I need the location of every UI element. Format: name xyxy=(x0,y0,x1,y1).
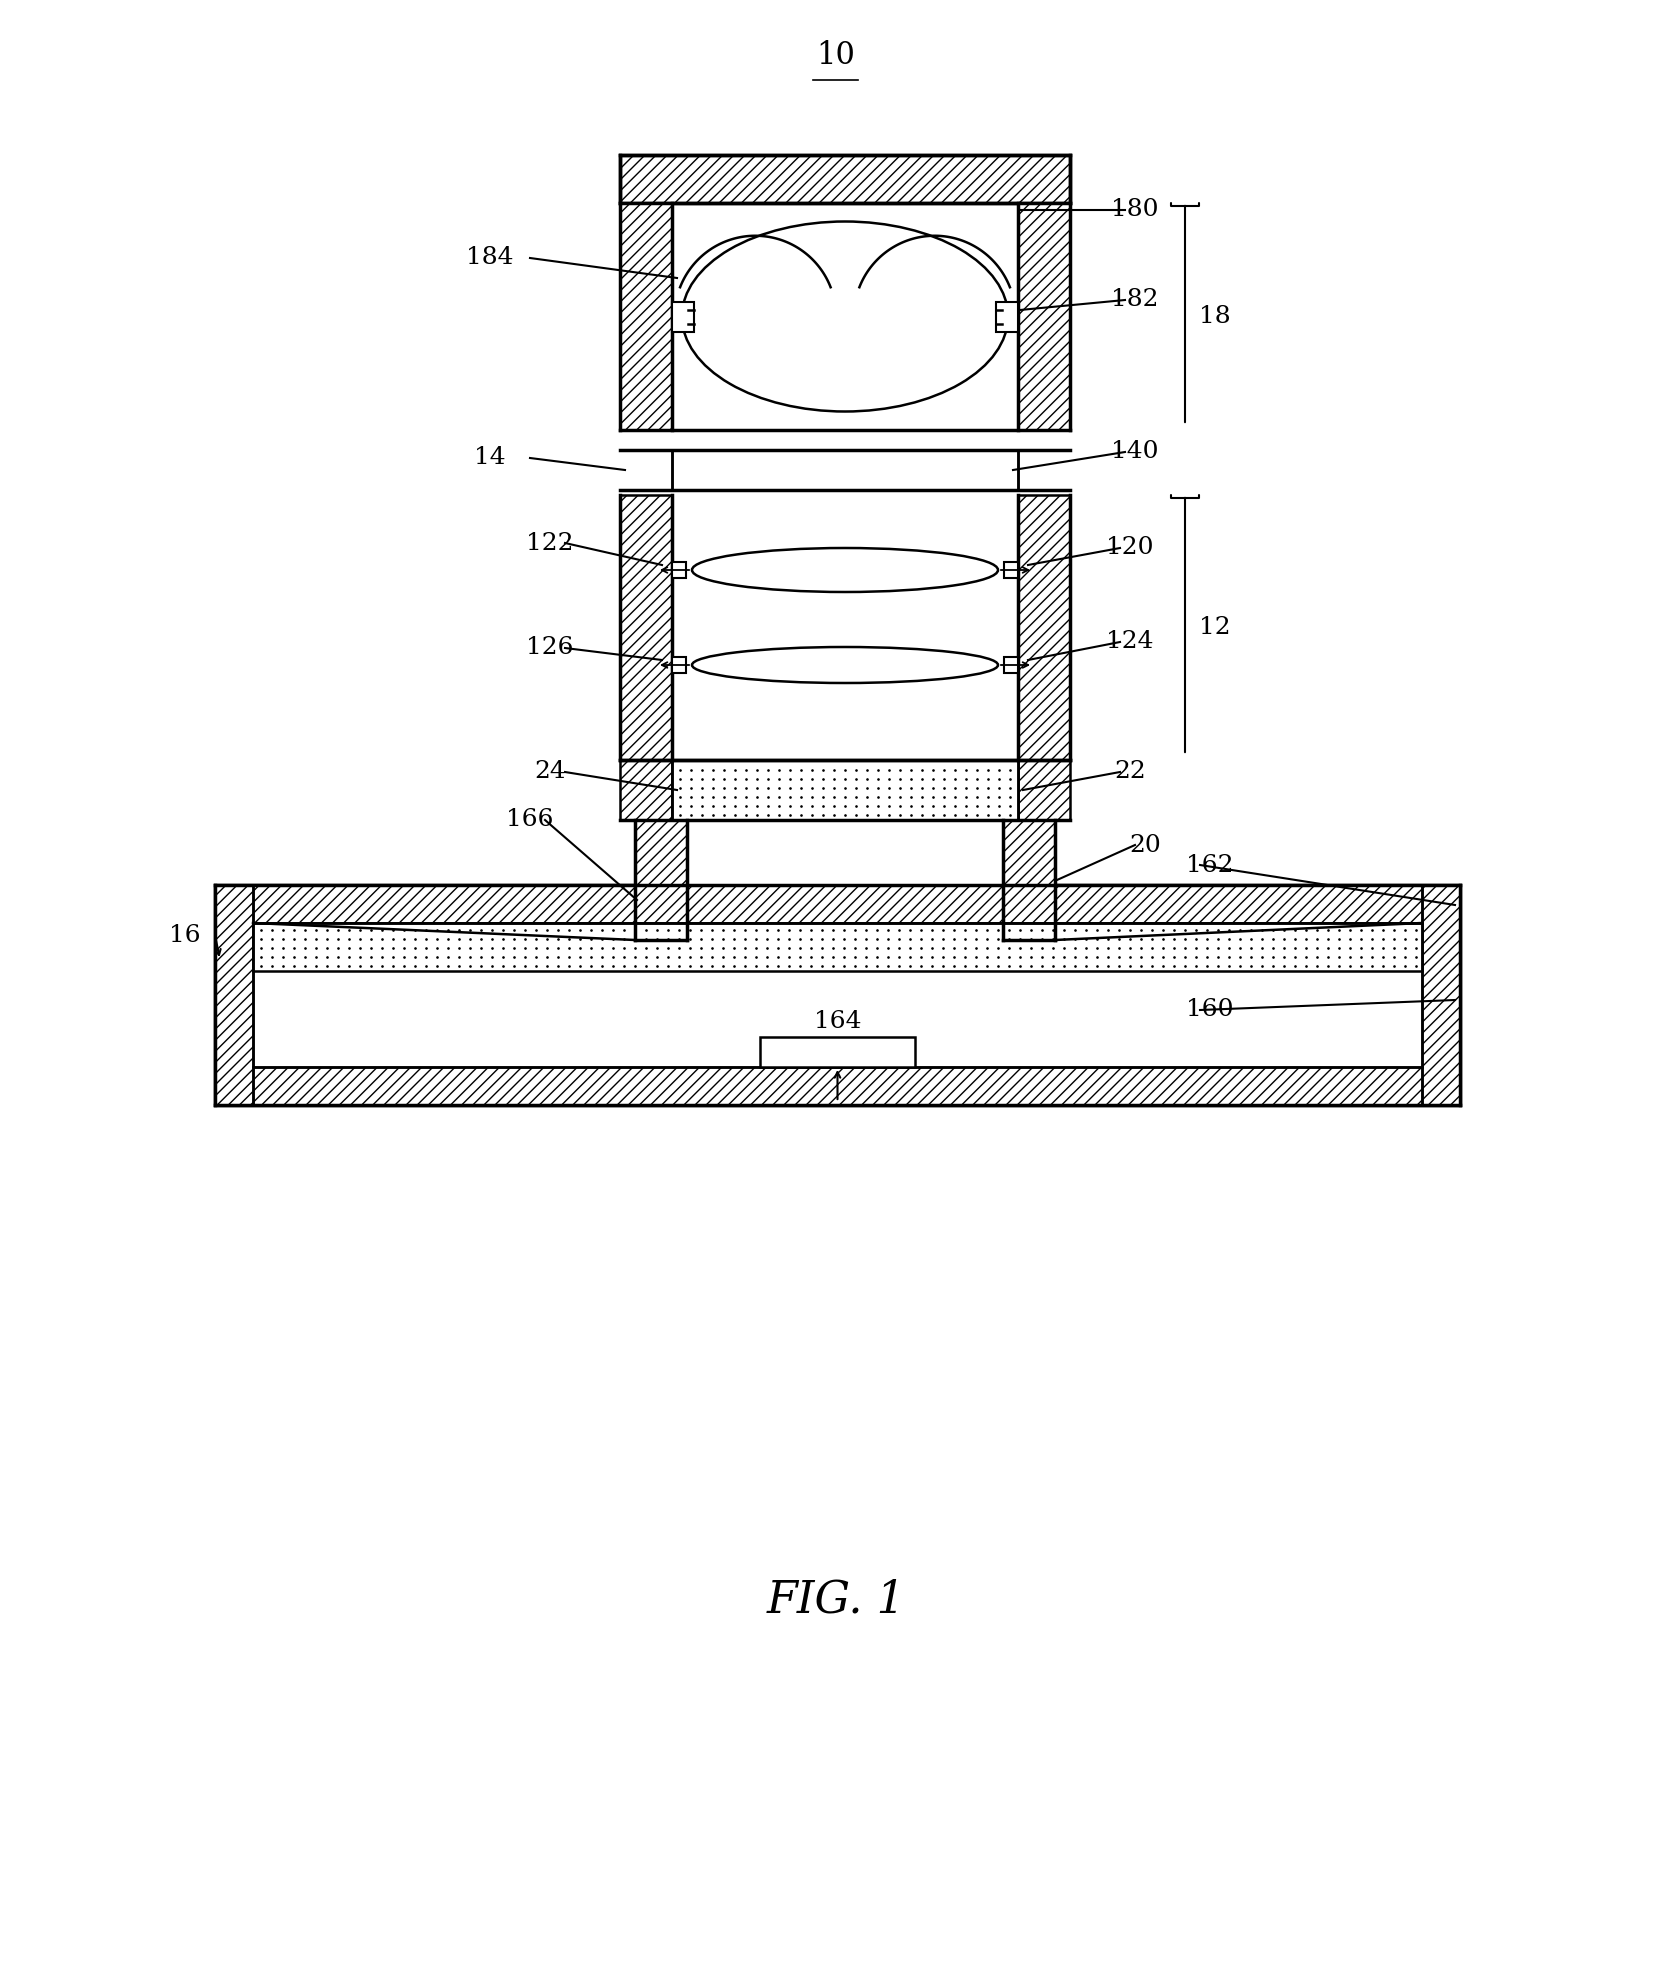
Text: 24: 24 xyxy=(533,760,565,783)
Text: 22: 22 xyxy=(1114,760,1145,783)
Text: 18: 18 xyxy=(1199,304,1231,328)
Bar xyxy=(761,1036,915,1068)
Bar xyxy=(672,450,1018,491)
Bar xyxy=(620,155,1070,202)
Bar xyxy=(216,885,252,1105)
Text: 166: 166 xyxy=(507,809,553,832)
Text: 122: 122 xyxy=(527,532,573,554)
Text: 162: 162 xyxy=(1185,854,1234,877)
Bar xyxy=(672,760,1018,821)
Bar xyxy=(1018,495,1070,760)
Bar xyxy=(1421,885,1460,1105)
Bar xyxy=(672,495,1018,760)
Text: 20: 20 xyxy=(1129,834,1160,856)
Bar xyxy=(672,302,694,332)
Text: 160: 160 xyxy=(1185,999,1234,1021)
Text: 164: 164 xyxy=(814,1011,861,1033)
Bar xyxy=(1003,658,1018,673)
Bar xyxy=(1018,760,1070,821)
Text: 124: 124 xyxy=(1107,630,1154,654)
Bar xyxy=(672,202,1018,430)
Text: 10: 10 xyxy=(816,39,856,71)
Bar xyxy=(252,923,1421,972)
Text: FIG. 1: FIG. 1 xyxy=(766,1578,906,1621)
Text: 180: 180 xyxy=(1112,198,1159,222)
Bar xyxy=(1003,821,1055,940)
Bar xyxy=(620,760,672,821)
Bar xyxy=(216,885,1460,1105)
Ellipse shape xyxy=(692,548,998,593)
Text: 126: 126 xyxy=(527,636,573,660)
Text: 140: 140 xyxy=(1112,440,1159,463)
Bar xyxy=(672,658,686,673)
Bar xyxy=(1003,561,1018,577)
Bar xyxy=(620,202,672,430)
Bar xyxy=(252,972,1421,1068)
Bar xyxy=(635,821,687,940)
Text: 184: 184 xyxy=(466,247,513,269)
Bar xyxy=(216,885,1460,923)
Text: 12: 12 xyxy=(1199,616,1231,640)
Bar xyxy=(620,495,672,760)
Ellipse shape xyxy=(682,222,1008,412)
Bar xyxy=(687,821,1003,940)
Bar xyxy=(997,302,1018,332)
Text: 182: 182 xyxy=(1112,289,1159,312)
Bar xyxy=(216,1068,1460,1105)
Bar xyxy=(672,561,686,577)
Bar xyxy=(1018,202,1070,430)
Ellipse shape xyxy=(692,648,998,683)
Text: 14: 14 xyxy=(475,446,507,469)
Text: 16: 16 xyxy=(169,923,201,946)
Text: 120: 120 xyxy=(1107,536,1154,559)
